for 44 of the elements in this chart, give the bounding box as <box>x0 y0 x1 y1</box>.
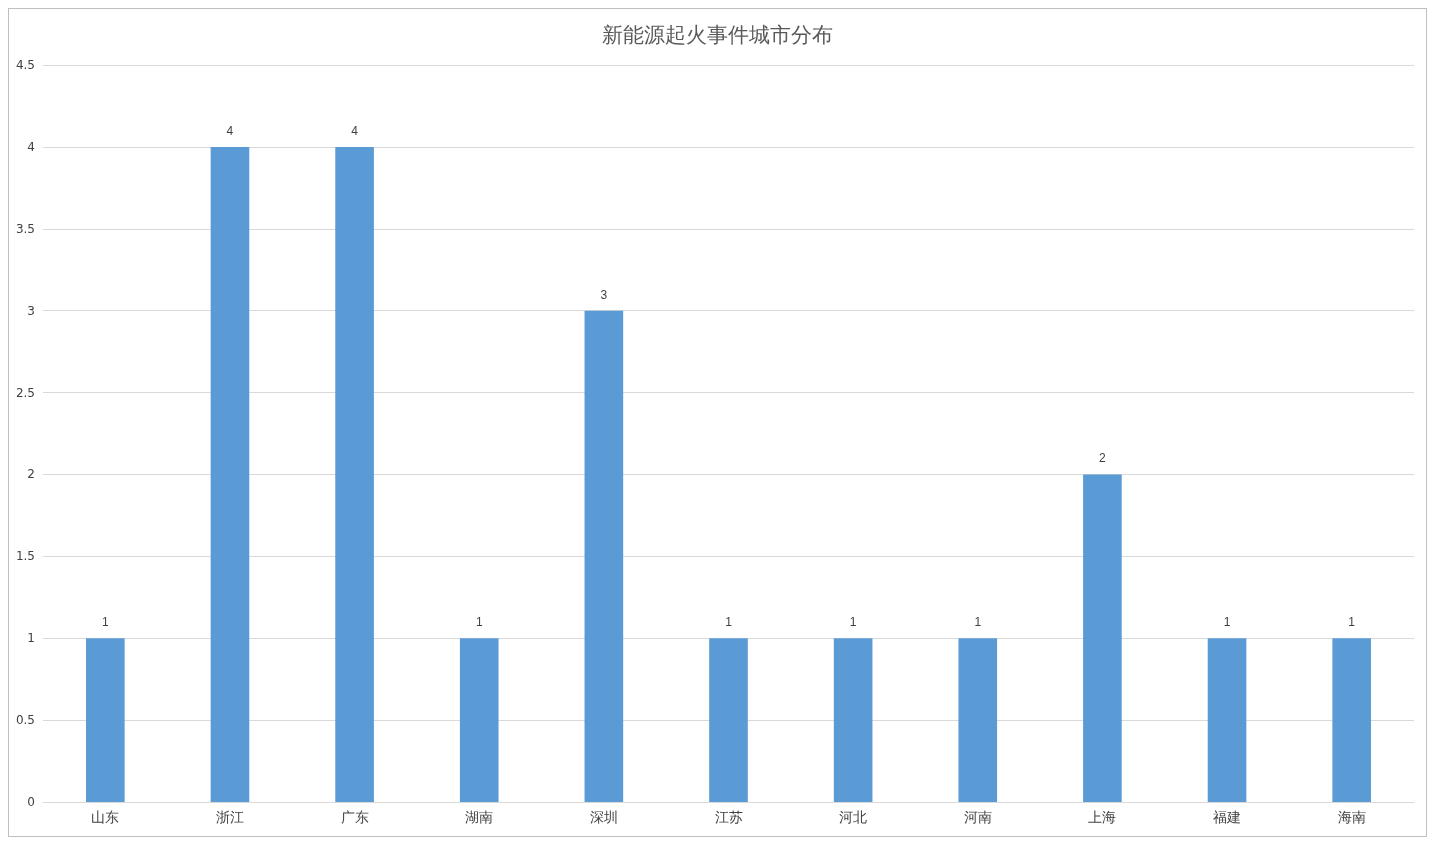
data-label: 3 <box>600 287 608 302</box>
x-tick-label: 福建 <box>1213 809 1242 825</box>
x-tick-label: 河北 <box>839 809 868 825</box>
x-tick-label: 江苏 <box>714 809 743 825</box>
x-tick-label: 上海 <box>1088 809 1117 825</box>
bar <box>958 638 998 802</box>
data-label: 4 <box>351 123 359 138</box>
data-label: 1 <box>1348 615 1356 630</box>
y-tick-label: 2.5 <box>15 385 35 400</box>
data-label: 2 <box>1099 451 1107 466</box>
data-label: 1 <box>101 615 109 630</box>
chart-title: 新能源起火事件城市分布 <box>602 22 833 47</box>
y-tick-label: 0.5 <box>15 713 35 728</box>
y-tick-label: 1 <box>27 631 35 646</box>
x-tick-label: 深圳 <box>589 809 618 825</box>
bar <box>833 638 873 802</box>
y-tick-label: 1.5 <box>15 549 35 564</box>
bar <box>1083 474 1122 802</box>
bar <box>1207 638 1247 802</box>
data-label: 1 <box>849 615 857 630</box>
data-label: 1 <box>475 615 483 630</box>
bar <box>335 146 374 802</box>
y-tick-label: 2 <box>27 467 35 482</box>
bar <box>709 638 748 802</box>
data-label: 4 <box>226 123 234 138</box>
bar <box>1332 638 1371 802</box>
x-tick-label: 河南 <box>963 809 992 825</box>
y-tick-label: 0 <box>27 795 35 809</box>
bar <box>584 310 624 802</box>
data-label: 1 <box>725 615 733 630</box>
y-tick-label: 4.5 <box>15 58 35 72</box>
data-label: 1 <box>1223 615 1231 630</box>
y-tick-label: 3.5 <box>15 221 35 236</box>
x-tick-label: 广东 <box>340 809 369 825</box>
y-tick-label: 3 <box>27 303 35 318</box>
x-tick-label: 浙江 <box>215 809 244 825</box>
x-tick-label: 湖南 <box>465 809 494 825</box>
x-tick-label: 山东 <box>91 809 120 825</box>
y-tick-label: 4 <box>27 139 35 154</box>
bar <box>86 638 125 802</box>
x-tick-label: 海南 <box>1337 809 1366 825</box>
bar <box>459 638 499 802</box>
data-label: 1 <box>974 615 982 630</box>
bar <box>210 146 250 802</box>
